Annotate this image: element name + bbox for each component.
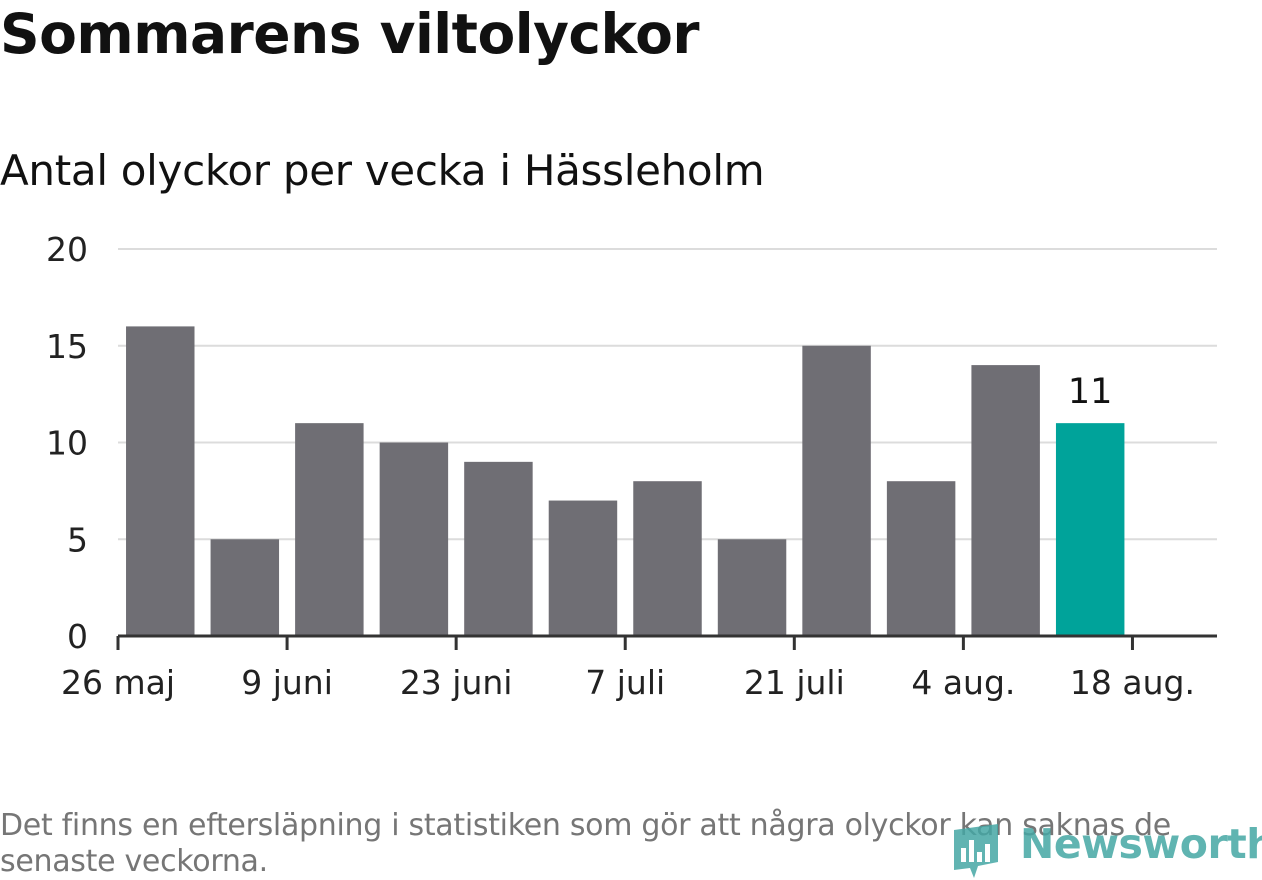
x-tick-label: 9 juni	[241, 663, 333, 702]
bar	[886, 481, 956, 636]
y-axis-ticks: 0 5 10 15 20	[46, 230, 88, 656]
y-tick-label: 5	[67, 520, 88, 559]
x-tick-label: 23 juni	[400, 663, 513, 702]
x-axis: 26 maj 9 juni 23 juni 7 juli 21 juli 4 aug. 18…	[61, 634, 1217, 702]
y-tick-label: 20	[46, 230, 88, 269]
y-tick-label: 10	[46, 424, 88, 463]
bar	[464, 461, 533, 636]
bars	[126, 326, 1125, 636]
x-tick-label: 18 aug.	[1070, 663, 1195, 702]
bar	[971, 365, 1040, 636]
y-tick-label: 0	[67, 617, 88, 656]
newsworthy-logo-icon	[954, 824, 998, 878]
data-labels: 11	[1068, 372, 1113, 412]
data-label: 11	[1068, 372, 1113, 412]
bar	[717, 539, 787, 636]
footnote: Det finns en eftersläpning i statistiken…	[0, 808, 1171, 879]
bar	[295, 423, 364, 636]
chart-title: Sommarens viltolyckor	[0, 2, 700, 66]
x-tick-label: 21 juli	[744, 663, 845, 702]
chart-subtitle: Antal olyckor per vecka i Hässleholm	[0, 146, 765, 195]
bar	[1055, 423, 1125, 636]
logo-text: Newsworthy	[1020, 820, 1262, 868]
newsworthy-logo: Newsworthy	[950, 818, 1262, 878]
y-tick-label: 15	[46, 327, 88, 366]
x-tick-label: 26 maj	[61, 663, 175, 702]
x-tick-label: 4 aug.	[911, 663, 1015, 702]
bar	[548, 500, 618, 636]
x-tick-label: 7 juli	[585, 663, 665, 702]
bar	[210, 539, 280, 636]
bar	[802, 345, 871, 636]
bar	[379, 442, 449, 636]
bar	[126, 326, 195, 636]
bar	[633, 481, 702, 636]
